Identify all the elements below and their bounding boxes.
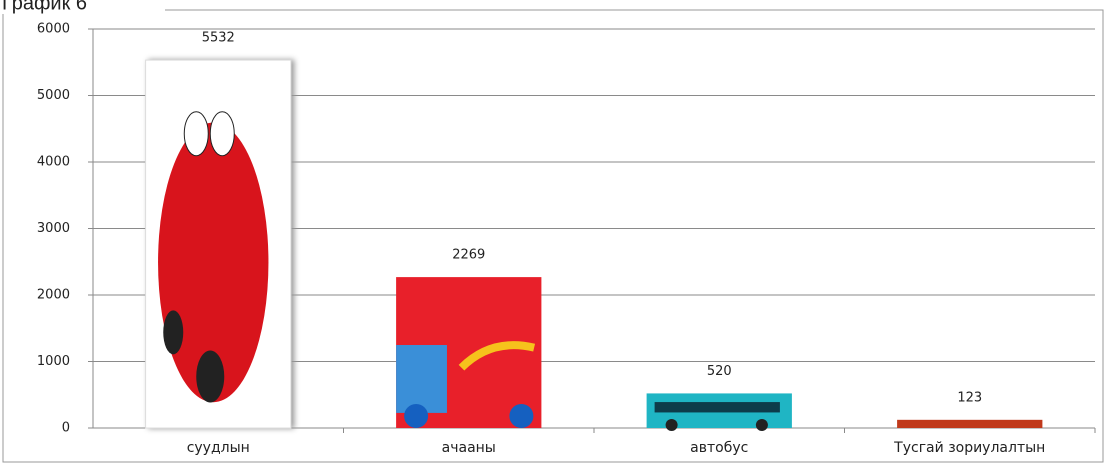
value-label: 520 — [707, 364, 732, 379]
value-label: 123 — [957, 390, 982, 405]
car-eye — [183, 111, 209, 157]
bus-window — [654, 402, 780, 413]
value-label: 2269 — [452, 248, 485, 263]
x-tick-label: автобус — [690, 440, 748, 456]
truck-stripe — [458, 341, 536, 371]
y-tick-label: 4000 — [37, 155, 70, 170]
wheel — [404, 404, 429, 428]
y-tick-label: 3000 — [37, 221, 70, 236]
x-tick-label: Тусгай зориулалтын — [893, 440, 1045, 456]
wheel — [755, 419, 768, 431]
y-tick-label: 6000 — [37, 22, 70, 37]
value-label: 5532 — [202, 31, 235, 46]
title-backdrop — [0, 0, 165, 14]
car-wheel — [163, 310, 184, 355]
y-tick-label: 5000 — [37, 88, 70, 103]
wheel — [665, 419, 678, 431]
truck-cab — [396, 345, 447, 413]
car-body — [158, 122, 269, 403]
x-tick-label: ачааны — [442, 440, 496, 456]
x-tick-label: суудлын — [187, 440, 250, 456]
y-tick-label: 1000 — [37, 354, 70, 369]
y-tick-label: 2000 — [37, 288, 70, 303]
wheel — [509, 404, 534, 428]
y-tick-label: 0 — [62, 421, 70, 436]
bar — [897, 419, 1043, 428]
chart-frame — [2, 9, 1104, 463]
car-eye — [209, 111, 235, 157]
car-wheel — [196, 350, 225, 403]
chart-title: График 6 — [2, 0, 87, 14]
